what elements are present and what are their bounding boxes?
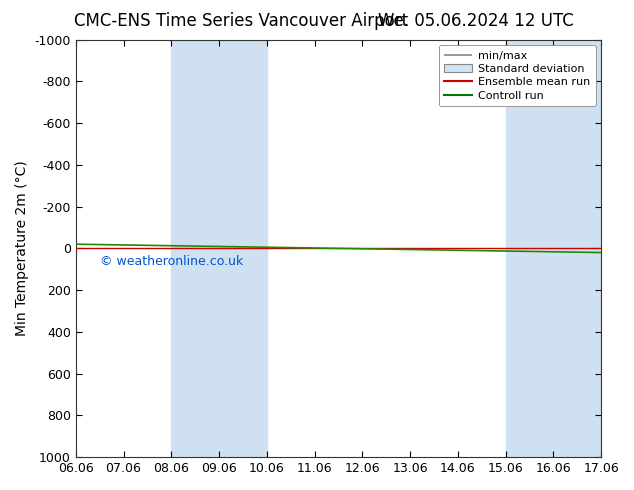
Legend: min/max, Standard deviation, Ensemble mean run, Controll run: min/max, Standard deviation, Ensemble me… <box>439 45 595 106</box>
Bar <box>171 40 267 457</box>
Text: We. 05.06.2024 12 UTC: We. 05.06.2024 12 UTC <box>378 12 573 30</box>
Bar <box>505 40 601 457</box>
Text: © weatheronline.co.uk: © weatheronline.co.uk <box>100 255 243 268</box>
Y-axis label: Min Temperature 2m (°C): Min Temperature 2m (°C) <box>15 161 29 336</box>
Text: CMC-ENS Time Series Vancouver Airport: CMC-ENS Time Series Vancouver Airport <box>74 12 408 30</box>
